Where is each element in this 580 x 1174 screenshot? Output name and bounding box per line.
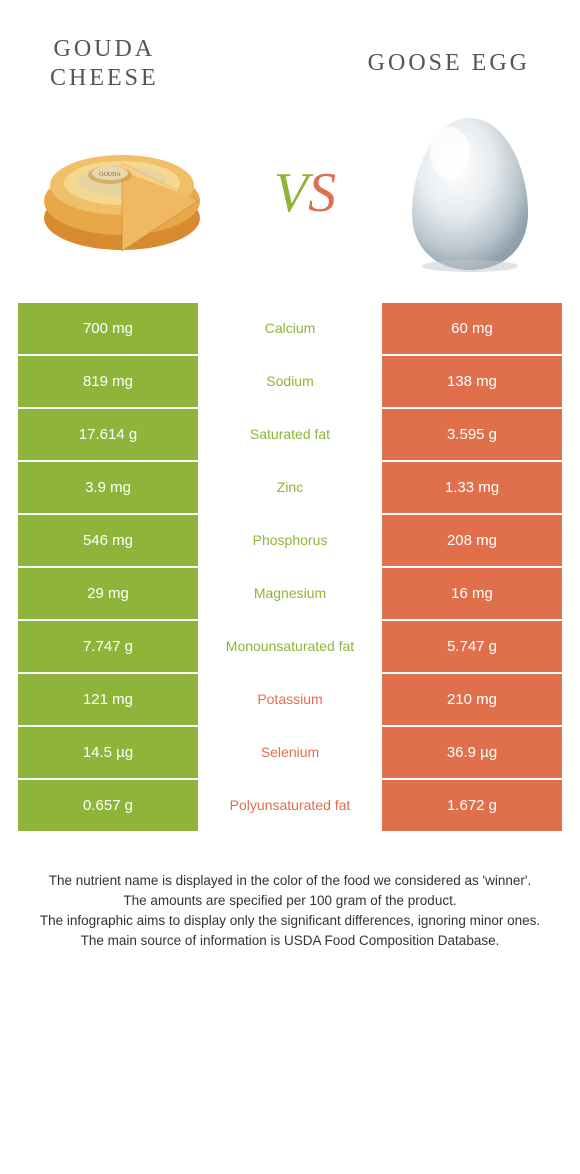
title-left-line2: CHEESE <box>50 64 159 93</box>
nutrient-label: Monounsaturated fat <box>198 621 382 672</box>
footer-line-1: The nutrient name is displayed in the co… <box>30 871 550 891</box>
table-row: 17.614 gSaturated fat3.595 g <box>18 409 562 460</box>
title-left-line1: GOUDA <box>50 35 159 64</box>
value-left: 700 mg <box>18 303 198 354</box>
table-row: 3.9 mgZinc1.33 mg <box>18 462 562 513</box>
table-row: 7.747 gMonounsaturated fat5.747 g <box>18 621 562 672</box>
nutrient-label: Zinc <box>198 462 382 513</box>
footer: The nutrient name is displayed in the co… <box>30 871 550 952</box>
value-left: 7.747 g <box>18 621 198 672</box>
value-left: 121 mg <box>18 674 198 725</box>
value-right: 208 mg <box>382 515 562 566</box>
footer-line-4: The main source of information is USDA F… <box>30 931 550 951</box>
value-left: 29 mg <box>18 568 198 619</box>
goose-egg-icon <box>400 108 540 278</box>
footer-line-2: The amounts are specified per 100 gram o… <box>30 891 550 911</box>
vs-s: S <box>308 162 336 224</box>
value-right: 1.672 g <box>382 780 562 831</box>
value-right: 36.9 µg <box>382 727 562 778</box>
table-row: 546 mgPhosphorus208 mg <box>18 515 562 566</box>
value-right: 60 mg <box>382 303 562 354</box>
value-left: 546 mg <box>18 515 198 566</box>
table-row: 0.657 gPolyunsaturated fat1.672 g <box>18 780 562 831</box>
value-right: 3.595 g <box>382 409 562 460</box>
table-row: 121 mgPotassium210 mg <box>18 674 562 725</box>
table-row: 700 mgCalcium60 mg <box>18 303 562 354</box>
table-row: 14.5 µgSelenium36.9 µg <box>18 727 562 778</box>
gouda-cheese-icon: GOUDA <box>40 123 210 263</box>
table-row: 819 mgSodium138 mg <box>18 356 562 407</box>
value-left: 0.657 g <box>18 780 198 831</box>
nutrient-label: Phosphorus <box>198 515 382 566</box>
nutrient-label: Magnesium <box>198 568 382 619</box>
table-row: 29 mgMagnesium16 mg <box>18 568 562 619</box>
nutrient-label: Selenium <box>198 727 382 778</box>
value-right: 210 mg <box>382 674 562 725</box>
value-left: 3.9 mg <box>18 462 198 513</box>
title-right: GOOSE EGG <box>368 49 530 78</box>
comparison-table: 700 mgCalcium60 mg819 mgSodium138 mg17.6… <box>18 303 562 831</box>
value-right: 16 mg <box>382 568 562 619</box>
nutrient-label: Saturated fat <box>198 409 382 460</box>
nutrient-label: Potassium <box>198 674 382 725</box>
images-row: GOUDA VS <box>0 103 580 293</box>
nutrient-label: Sodium <box>198 356 382 407</box>
footer-line-3: The infographic aims to display only the… <box>30 911 550 931</box>
value-left: 17.614 g <box>18 409 198 460</box>
value-right: 5.747 g <box>382 621 562 672</box>
value-right: 1.33 mg <box>382 462 562 513</box>
value-right: 138 mg <box>382 356 562 407</box>
nutrient-label: Calcium <box>198 303 382 354</box>
title-left: GOUDA CHEESE <box>50 35 159 93</box>
vs-v: V <box>274 162 308 224</box>
value-left: 819 mg <box>18 356 198 407</box>
nutrient-label: Polyunsaturated fat <box>198 780 382 831</box>
value-left: 14.5 µg <box>18 727 198 778</box>
vs-label: VS <box>274 161 336 225</box>
svg-text:GOUDA: GOUDA <box>99 172 121 178</box>
header: GOUDA CHEESE GOOSE EGG <box>0 0 580 103</box>
